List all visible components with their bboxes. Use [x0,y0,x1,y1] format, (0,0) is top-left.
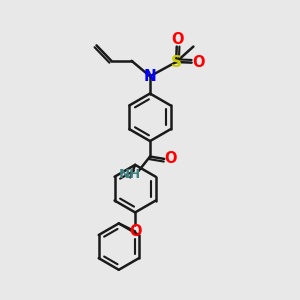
Text: O: O [129,224,141,239]
Text: S: S [171,55,182,70]
Text: O: O [192,55,205,70]
Text: N: N [144,69,156,84]
Text: O: O [171,32,184,47]
Text: O: O [165,152,177,166]
Text: NH: NH [119,168,141,181]
